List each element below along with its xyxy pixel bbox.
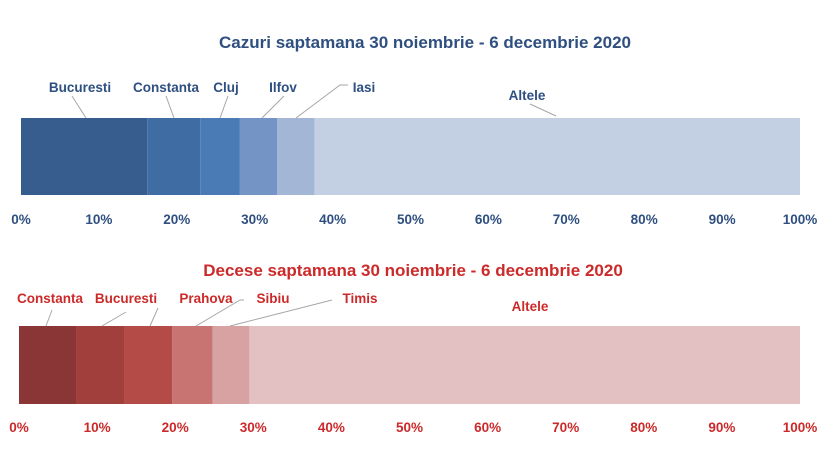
chart-title: Decese saptamana 30 noiembrie - 6 decemb…: [203, 261, 623, 280]
bar-segment-constanta: [19, 326, 77, 404]
bar-segment-altele: [249, 326, 800, 404]
x-tick-label: 60%: [474, 420, 501, 435]
bar-segment-ilfov: [239, 118, 278, 195]
cases-chart: Cazuri saptamana 30 noiembrie - 6 decemb…: [11, 33, 817, 227]
leader-line: [229, 299, 333, 327]
x-tick-label: 90%: [708, 420, 735, 435]
bar-segment-bucuresti: [76, 326, 125, 404]
bar-segment-altele: [314, 118, 800, 195]
leader-line: [165, 95, 175, 119]
segment-label: Altele: [512, 299, 549, 314]
segment-label: Cluj: [213, 80, 239, 95]
x-tick-label: 70%: [553, 212, 580, 227]
segment-label: Iasi: [353, 80, 376, 95]
x-tick-label: 20%: [163, 212, 190, 227]
leader-line: [45, 309, 53, 327]
segment-label: Bucuresti: [49, 80, 111, 95]
leader-line: [295, 84, 348, 119]
bar-segment-constanta: [147, 118, 201, 195]
x-tick-label: 90%: [709, 212, 736, 227]
bar-segment-prahova: [124, 326, 173, 404]
x-tick-label: 50%: [396, 420, 423, 435]
x-tick-label: 40%: [318, 420, 345, 435]
segment-label: Altele: [509, 88, 546, 103]
x-tick-label: 0%: [11, 212, 31, 227]
x-tick-label: 60%: [475, 212, 502, 227]
x-tick-label: 30%: [241, 212, 268, 227]
leader-line: [101, 311, 127, 327]
bar-segment-sibiu: [172, 326, 213, 404]
x-tick-label: 70%: [552, 420, 579, 435]
segment-label: Timis: [342, 291, 377, 306]
leader-line: [261, 95, 285, 119]
bar-segment-cluj: [200, 118, 240, 195]
chart-title: Cazuri saptamana 30 noiembrie - 6 decemb…: [219, 33, 631, 52]
segment-label: Prahova: [179, 291, 233, 306]
bar-segment-bucuresti: [21, 118, 148, 195]
x-tick-label: 40%: [319, 212, 346, 227]
segment-label: Constanta: [133, 80, 199, 95]
x-tick-label: 20%: [162, 420, 189, 435]
x-tick-label: 10%: [84, 420, 111, 435]
segment-label: Ilfov: [269, 80, 297, 95]
leader-line: [71, 95, 87, 119]
segment-label: Constanta: [17, 291, 83, 306]
x-tick-label: 100%: [783, 420, 818, 435]
x-tick-label: 10%: [85, 212, 112, 227]
x-tick-label: 0%: [9, 420, 29, 435]
x-tick-label: 30%: [240, 420, 267, 435]
bar-segment-iasi: [277, 118, 315, 195]
x-tick-label: 80%: [631, 212, 658, 227]
x-tick-label: 80%: [630, 420, 657, 435]
segment-label: Sibiu: [257, 291, 290, 306]
bar-segment-timis: [212, 326, 250, 404]
segment-label: Bucuresti: [95, 291, 157, 306]
leader-line: [195, 299, 244, 327]
x-tick-label: 50%: [397, 212, 424, 227]
deaths-chart: Decese saptamana 30 noiembrie - 6 decemb…: [9, 261, 817, 435]
x-tick-label: 100%: [783, 212, 818, 227]
leader-line: [149, 307, 159, 327]
leader-line: [529, 103, 557, 117]
leader-line: [219, 95, 229, 119]
